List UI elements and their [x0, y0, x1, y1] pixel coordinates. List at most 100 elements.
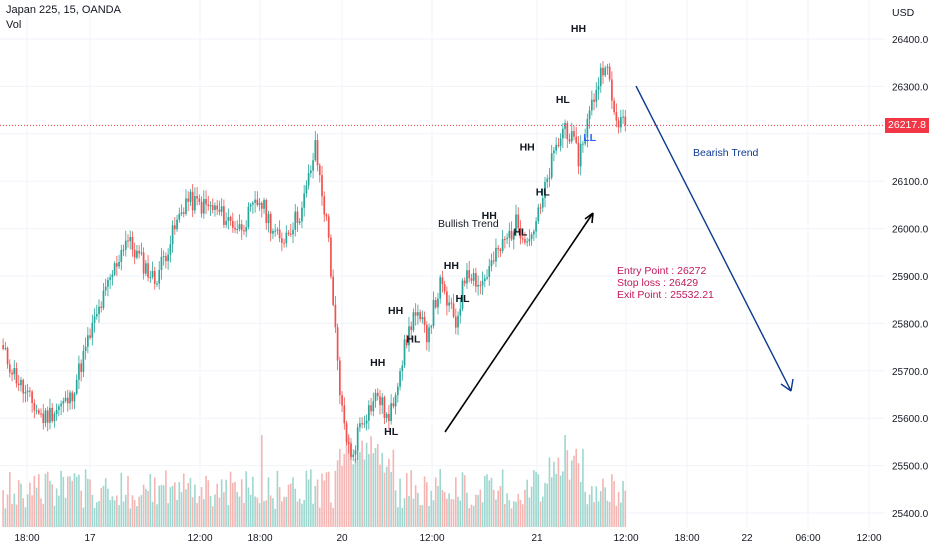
- candle-body: [178, 213, 181, 220]
- volume-bar: [602, 478, 604, 527]
- candle-body: [566, 123, 569, 140]
- volume-bar: [468, 508, 470, 527]
- volume-bar: [269, 495, 272, 527]
- volume-bar: [546, 483, 549, 527]
- candle-body: [24, 392, 27, 394]
- volume-bar: [385, 466, 388, 527]
- bearish-arrow-line: [635, 85, 792, 392]
- volume-bar: [111, 496, 114, 527]
- bearish-arrow-head: [780, 378, 794, 392]
- volume-bar: [613, 481, 615, 527]
- volume-bar: [506, 493, 508, 527]
- candle-body: [144, 263, 147, 274]
- time-axis[interactable]: 18:00 17 12:00 18:00 20 12:00 21 12:00 18:00 22 06…: [14, 533, 881, 544]
- candle-body: [510, 230, 513, 240]
- volume-bar: [225, 479, 227, 527]
- volume-bar: [524, 489, 526, 527]
- volume-bar: [577, 463, 580, 527]
- candle-body: [450, 302, 453, 304]
- candle-body: [305, 185, 308, 194]
- candle-body: [365, 420, 368, 424]
- candle-body: [586, 119, 589, 138]
- candle-body: [312, 160, 314, 171]
- price-axis[interactable]: 25400.0 25500.0 25600.0 25700.0 25800.0 25900…: [892, 35, 929, 520]
- volume-bar: [343, 453, 346, 527]
- volume-bar: [463, 475, 466, 527]
- candle-body: [171, 225, 174, 245]
- candle-body: [294, 211, 297, 230]
- volume-bar: [220, 479, 223, 527]
- bullish-arrow-head: [584, 212, 594, 224]
- volume-bar: [405, 473, 408, 527]
- candle-body: [459, 308, 462, 316]
- volume-bar: [403, 498, 406, 527]
- volume-bar: [98, 501, 100, 527]
- candle-body: [278, 229, 281, 239]
- candle-body: [187, 198, 190, 202]
- candle-body: [590, 99, 593, 111]
- volume-bar: [421, 505, 424, 527]
- volume-bar: [42, 503, 45, 527]
- volume-bar: [365, 442, 368, 527]
- volume-bar: [60, 470, 62, 527]
- volume-bar: [434, 477, 437, 527]
- price-tick-label: 25800.0: [892, 319, 929, 330]
- volume-bar: [283, 496, 285, 527]
- candle-body: [564, 123, 566, 129]
- volume-bar: [323, 480, 326, 527]
- candle-body: [392, 403, 395, 407]
- candle-body: [33, 403, 36, 411]
- candle-body: [167, 254, 169, 262]
- candle-body: [593, 99, 595, 102]
- volume-bar: [71, 480, 74, 527]
- volume-bar: [260, 435, 263, 527]
- volume-bar: [187, 482, 190, 527]
- candle-body: [472, 273, 475, 281]
- candle-body: [198, 198, 201, 202]
- candle-body: [399, 371, 401, 387]
- symbol-title[interactable]: Japan 225, 15, OANDA: [6, 4, 121, 16]
- candle-body: [330, 237, 332, 277]
- volume-bar: [301, 503, 303, 527]
- pattern-label: LL: [583, 132, 596, 144]
- trade-info-line: Entry Point : 26272: [617, 265, 706, 277]
- volume-bar: [512, 501, 515, 527]
- volume-bar: [232, 482, 234, 527]
- candle-body: [419, 312, 421, 320]
- candle-body: [276, 229, 279, 231]
- volume-bar: [205, 475, 207, 527]
- time-tick-label: 17: [84, 533, 96, 544]
- volume-bar: [374, 448, 377, 527]
- candle-body: [194, 195, 196, 211]
- candle-body: [479, 284, 482, 286]
- volume-bar: [611, 474, 613, 527]
- volume-bar: [437, 486, 439, 527]
- price-tick-label: 25600.0: [892, 414, 929, 425]
- volume-bar: [314, 486, 317, 527]
- candle-body: [310, 170, 312, 174]
- volume-bar: [129, 508, 132, 527]
- candle-body: [109, 277, 112, 280]
- volume-bar: [69, 476, 71, 527]
- volume-bar: [553, 461, 555, 527]
- candle-body: [69, 392, 71, 404]
- volume-bar: [439, 469, 441, 527]
- volume-bar: [477, 494, 479, 527]
- candle-body: [354, 450, 357, 455]
- volume-indicator-label[interactable]: Vol: [6, 19, 22, 31]
- candle-body: [13, 368, 16, 375]
- volume-bar: [296, 501, 299, 527]
- candle-body: [60, 403, 62, 407]
- candle-body: [423, 317, 426, 325]
- candle-body: [367, 405, 370, 421]
- candle-body: [173, 225, 176, 230]
- volume-bar: [361, 440, 363, 527]
- candle-body: [285, 232, 288, 244]
- candle-body: [508, 230, 511, 238]
- candle-body: [575, 136, 578, 143]
- volume-bar: [535, 471, 537, 527]
- candle-body: [606, 66, 609, 68]
- volume-bar: [528, 497, 531, 527]
- volume-bar: [240, 479, 243, 527]
